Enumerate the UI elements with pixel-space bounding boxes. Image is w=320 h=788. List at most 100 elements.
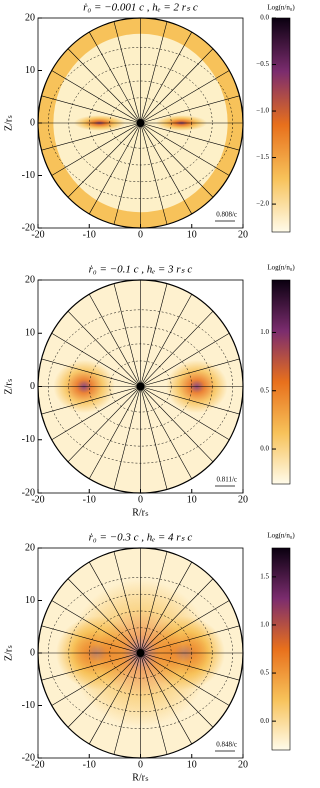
colorbar-tick-label: −1.0 — [256, 107, 269, 115]
y-tick-label: 20 — [25, 542, 35, 553]
field-line — [140, 283, 168, 387]
field-line — [140, 294, 193, 387]
chart-title: ṙ₀ = −0.001 c , hₑ = 2 rₛ c — [83, 2, 198, 14]
x-tick-label: -10 — [83, 759, 96, 770]
field-line — [88, 652, 141, 745]
field-line — [67, 122, 141, 198]
y-tick-label: 10 — [25, 328, 35, 339]
colorbar-tick-label: −0.5 — [256, 60, 269, 68]
field-line — [67, 578, 141, 654]
colorbar-label: Log(n/n₀) — [267, 532, 295, 540]
y-tick-label: 10 — [25, 595, 35, 606]
colorbar-label: Log(n/n₀) — [267, 4, 295, 12]
colorbar-tick-label: 0.0 — [260, 14, 269, 22]
x-tick-label: 20 — [238, 759, 248, 770]
y-tick-label: -10 — [22, 434, 35, 445]
colorbar-tick-label: 0.0 — [260, 445, 269, 453]
y-tick-label: -10 — [22, 170, 35, 181]
field-line — [67, 652, 141, 728]
field-line — [113, 386, 141, 490]
field-line — [140, 122, 230, 176]
field-line — [113, 283, 141, 387]
y-tick-label: 0 — [30, 647, 35, 658]
y-axis-label: Z/rₛ — [3, 115, 14, 131]
field-line — [67, 48, 141, 124]
x-tick-label: -20 — [31, 494, 44, 505]
colorbar-tick-label: 0.0 — [260, 717, 269, 725]
field-line — [140, 652, 168, 755]
field-line — [41, 358, 141, 387]
field-line — [140, 551, 168, 654]
y-tick-label: -20 — [22, 487, 35, 498]
field-line — [140, 386, 230, 441]
x-tick-label: 20 — [238, 229, 248, 240]
scale-label: 0.848/c — [216, 741, 237, 749]
colorbar-tick-label: 0.5 — [260, 669, 269, 677]
field-line — [140, 652, 193, 745]
y-axis-label: Z/rₛ — [3, 378, 14, 394]
figure: ṙ₀ = −0.001 c , hₑ = 2 rₛ c Z/rₛ 0.808/c -2… — [3, 2, 295, 784]
field-line — [51, 386, 141, 441]
colorbar-tick-label: 1.5 — [260, 572, 269, 580]
y-tick-label: 10 — [25, 65, 35, 76]
scale-label: 0.808/c — [216, 211, 237, 219]
x-tick-label: 0 — [138, 229, 143, 240]
field-line — [140, 358, 240, 387]
field-line — [51, 122, 141, 176]
field-line — [67, 386, 141, 463]
colorbar-tick-label: 1.0 — [260, 328, 269, 336]
field-line — [41, 625, 141, 654]
x-tick-label: 10 — [187, 759, 197, 770]
chart-title: ṙ₀ = −0.3 c , hₑ = 4 rₛ c — [89, 532, 193, 544]
field-line — [113, 122, 141, 225]
field-line — [113, 551, 141, 654]
field-line — [140, 652, 230, 706]
field-line — [41, 95, 141, 124]
field-line — [88, 386, 141, 479]
x-tick-label: -10 — [83, 494, 96, 505]
field-line — [88, 122, 141, 215]
field-line — [140, 652, 240, 681]
x-axis-label: R/rₛ — [132, 772, 149, 783]
field-line — [140, 386, 214, 463]
colorbar — [271, 17, 291, 233]
x-tick-label: -20 — [31, 229, 44, 240]
field-line — [140, 310, 214, 387]
field-line — [140, 95, 240, 124]
field-line — [88, 294, 141, 387]
field-line — [41, 652, 141, 681]
x-tick-label: 20 — [238, 494, 248, 505]
field-line — [140, 625, 240, 654]
colorbar-tick-label: 0.5 — [260, 386, 269, 394]
central-object — [136, 119, 145, 127]
field-line — [41, 386, 141, 415]
colorbar — [271, 547, 291, 751]
field-line — [140, 386, 240, 415]
colorbar-label: Log(n/n₀) — [267, 264, 295, 272]
central-object — [136, 382, 145, 391]
colorbar-tick-label: 1.0 — [260, 621, 269, 629]
field-line — [140, 31, 193, 124]
central-object — [136, 649, 145, 657]
x-tick-label: 10 — [187, 494, 197, 505]
field-line — [140, 122, 193, 215]
field-line — [51, 600, 141, 654]
field-line — [113, 21, 141, 124]
x-tick-label: -20 — [31, 759, 44, 770]
y-tick-label: 20 — [25, 12, 35, 23]
x-tick-label: 10 — [187, 229, 197, 240]
field-line — [41, 122, 141, 151]
field-line — [88, 31, 141, 124]
field-line — [140, 652, 214, 728]
field-line — [140, 70, 230, 124]
y-axis-label: Z/rₛ — [3, 645, 14, 661]
colorbar — [271, 279, 291, 485]
field-line — [140, 578, 214, 654]
colorbar-tick-label: −2.0 — [256, 200, 269, 208]
field-line — [140, 332, 230, 387]
field-line — [51, 652, 141, 706]
y-tick-label: -10 — [22, 700, 35, 711]
x-tick-label: -10 — [83, 229, 96, 240]
y-tick-label: 0 — [30, 381, 35, 392]
